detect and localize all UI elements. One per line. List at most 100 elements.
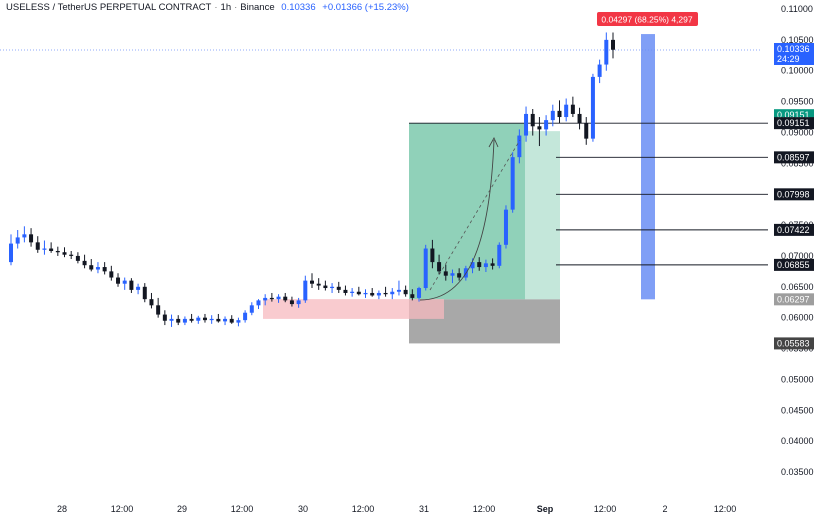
candle-body [236, 320, 241, 323]
candle-body [356, 291, 361, 295]
time-axis: 28 12:00 29 12:00 30 12:00 31 12:00 Sep 12:00 2 12:… [57, 504, 736, 514]
candle-body [283, 296, 288, 301]
chart-header: USELESS / TetherUS PERPETUAL CONTRACT · 1h… [6, 2, 409, 13]
candle-body [62, 252, 67, 255]
candle-body [323, 285, 328, 289]
level-price-tag-bg [774, 151, 814, 164]
candle-body [417, 288, 422, 298]
candle-body [162, 314, 167, 321]
price-tick-label: 0.07000 [781, 251, 814, 261]
candle-body [49, 248, 54, 251]
candle-body [142, 286, 147, 300]
time-tick-label: 12:00 [231, 504, 254, 514]
candle-body [136, 286, 141, 290]
candle-body [122, 280, 127, 284]
target-zone-extension [525, 131, 560, 300]
candle-body [396, 289, 401, 292]
candle-body [457, 273, 462, 278]
projection-dashed-line [429, 139, 521, 291]
time-tick-label: 12:00 [473, 504, 496, 514]
candle-body [564, 104, 569, 118]
price-axis: 0.11000 0.10500 0.10000 0.09500 0.09000 0.085… [774, 4, 814, 477]
candle-body [537, 126, 542, 130]
candle-body [611, 39, 615, 50]
candle-body [497, 244, 502, 266]
price-tick-label: 0.05000 [781, 374, 814, 384]
time-tick-label: 28 [57, 504, 67, 514]
symbol-title[interactable]: USELESS / TetherUS PERPETUAL CONTRACT [6, 2, 212, 13]
candle-body [209, 318, 214, 321]
candles-layer [9, 32, 615, 327]
candle-body [490, 263, 495, 266]
entry-price-tag: 0.06297 [774, 293, 814, 306]
candle-body [276, 296, 281, 300]
candle-body [310, 280, 314, 284]
candle-body [109, 271, 114, 278]
price-tick-label: 0.04000 [781, 436, 814, 446]
candle-body [423, 248, 428, 289]
arrow-head-icon [488, 136, 499, 148]
candle-body [530, 113, 535, 127]
measure-label-box: 0.04297 (68.25%) 4,297 [597, 12, 698, 26]
candle-body [336, 286, 341, 290]
candle-body [289, 300, 294, 305]
candle-body [383, 292, 388, 295]
candle-body [370, 292, 375, 296]
candle-body [577, 113, 582, 124]
candle-body [95, 267, 100, 270]
stop-price-tag: 0.05583 [774, 337, 814, 350]
price-change: +0.01366 (+15.23%) [322, 2, 409, 13]
last-price: 0.10336 [281, 2, 316, 13]
candle-body [410, 294, 415, 298]
time-tick-label: 2 [662, 504, 667, 514]
time-tick-label: 12:00 [352, 504, 375, 514]
candle-body [156, 305, 161, 315]
candle-body [42, 248, 47, 250]
entry-price-tag-text: 0.06297 [777, 294, 810, 304]
candle-body [256, 300, 261, 306]
candle-body [350, 291, 355, 293]
time-tick-label: Sep [537, 504, 554, 514]
entry-price-tag-bg [774, 293, 814, 306]
candle-body [243, 312, 248, 321]
candle-body [550, 110, 555, 121]
time-tick-label: 29 [177, 504, 187, 514]
candle-body [443, 271, 448, 276]
level-price-tag-bg [774, 258, 814, 271]
price-tick-label: 0.10500 [781, 35, 814, 45]
candle-body [430, 248, 435, 263]
interval-label[interactable]: 1h [220, 2, 232, 13]
candle-body [303, 280, 308, 301]
candle-body [437, 262, 442, 272]
candle-body [102, 267, 107, 272]
candle-body [249, 305, 254, 313]
candle-body [330, 286, 335, 289]
price-tick-label: 0.10000 [781, 66, 814, 76]
candle-body [35, 242, 40, 250]
candle-body [176, 318, 181, 323]
measure-label-text: 0.04297 (68.25%) 4,297 [601, 15, 692, 25]
price-tick-label: 0.06500 [781, 282, 814, 292]
candle-body [189, 318, 194, 321]
level-price-tag-bg [774, 188, 814, 201]
time-tick-label: 31 [419, 504, 429, 514]
countdown-timer: 24:29 [777, 54, 800, 64]
current-price-tag-bg [774, 42, 814, 65]
candle-body [82, 260, 87, 266]
candle-body [202, 317, 207, 321]
candle-body [597, 64, 602, 77]
exchange-label: Binance [240, 2, 275, 13]
level-price-tag: 0.08597 [774, 151, 814, 164]
demand-zone [263, 299, 444, 319]
time-tick-label: 12:00 [111, 504, 134, 514]
candle-body [296, 300, 301, 305]
candle-body [223, 318, 228, 322]
candle-body [470, 262, 475, 269]
candle-body [75, 255, 80, 261]
candle-body [544, 120, 549, 130]
price-tick-label: 0.03500 [781, 467, 814, 477]
projection-curve [419, 139, 495, 301]
candle-body [483, 263, 488, 268]
